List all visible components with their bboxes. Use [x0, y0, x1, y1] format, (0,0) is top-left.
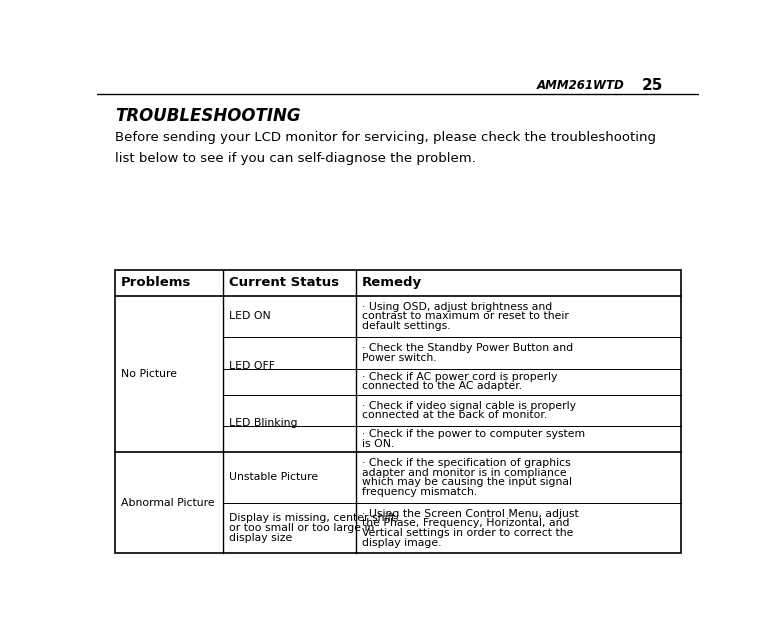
Text: · Check if video signal cable is properly: · Check if video signal cable is properl…: [362, 401, 576, 411]
Text: LED OFF: LED OFF: [228, 361, 275, 371]
Text: is ON.: is ON.: [362, 439, 394, 449]
Text: Unstable Picture: Unstable Picture: [228, 472, 318, 483]
Text: Current Status: Current Status: [228, 276, 339, 289]
Text: · Check the Standby Power Button and: · Check the Standby Power Button and: [362, 343, 573, 353]
Text: Abnormal Picture: Abnormal Picture: [121, 498, 214, 508]
Text: LED Blinking: LED Blinking: [228, 418, 298, 428]
Text: TROUBLESHOOTING: TROUBLESHOOTING: [115, 107, 301, 125]
Text: Display is missing, center shift,: Display is missing, center shift,: [228, 513, 399, 524]
Text: list below to see if you can self-diagnose the problem.: list below to see if you can self-diagno…: [115, 152, 476, 165]
Text: display image.: display image.: [362, 537, 441, 547]
Text: contrast to maximum or reset to their: contrast to maximum or reset to their: [362, 311, 569, 321]
Text: display size: display size: [228, 533, 292, 543]
Text: · Check if the power to computer system: · Check if the power to computer system: [362, 429, 585, 439]
Text: AMM261WTD: AMM261WTD: [537, 79, 625, 91]
Text: Power switch.: Power switch.: [362, 353, 437, 363]
Text: Problems: Problems: [121, 276, 192, 289]
Text: or too small or too large in: or too small or too large in: [228, 523, 375, 533]
Text: Remedy: Remedy: [362, 276, 422, 289]
Text: default settings.: default settings.: [362, 321, 451, 331]
Text: Vertical settings in order to correct the: Vertical settings in order to correct th…: [362, 528, 573, 538]
Text: Before sending your LCD monitor for servicing, please check the troubleshooting: Before sending your LCD monitor for serv…: [115, 132, 657, 144]
Text: · Using OSD, adjust brightness and: · Using OSD, adjust brightness and: [362, 302, 552, 312]
Text: LED ON: LED ON: [228, 311, 270, 321]
Text: connected at the back of monitor.: connected at the back of monitor.: [362, 410, 547, 420]
Text: adapter and monitor is in compliance: adapter and monitor is in compliance: [362, 467, 566, 478]
Text: No Picture: No Picture: [121, 369, 177, 379]
Text: · Using the Screen Control Menu, adjust: · Using the Screen Control Menu, adjust: [362, 508, 579, 518]
Bar: [115, 270, 681, 553]
Text: frequency mismatch.: frequency mismatch.: [362, 487, 477, 497]
Text: which may be causing the input signal: which may be causing the input signal: [362, 478, 572, 488]
Text: 25: 25: [642, 77, 664, 93]
Text: · Check if the specification of graphics: · Check if the specification of graphics: [362, 458, 570, 468]
Text: · Check if AC power cord is properly: · Check if AC power cord is properly: [362, 372, 557, 382]
Text: connected to the AC adapter.: connected to the AC adapter.: [362, 382, 522, 391]
Text: the Phase, Frequency, Horizontal, and: the Phase, Frequency, Horizontal, and: [362, 518, 570, 529]
